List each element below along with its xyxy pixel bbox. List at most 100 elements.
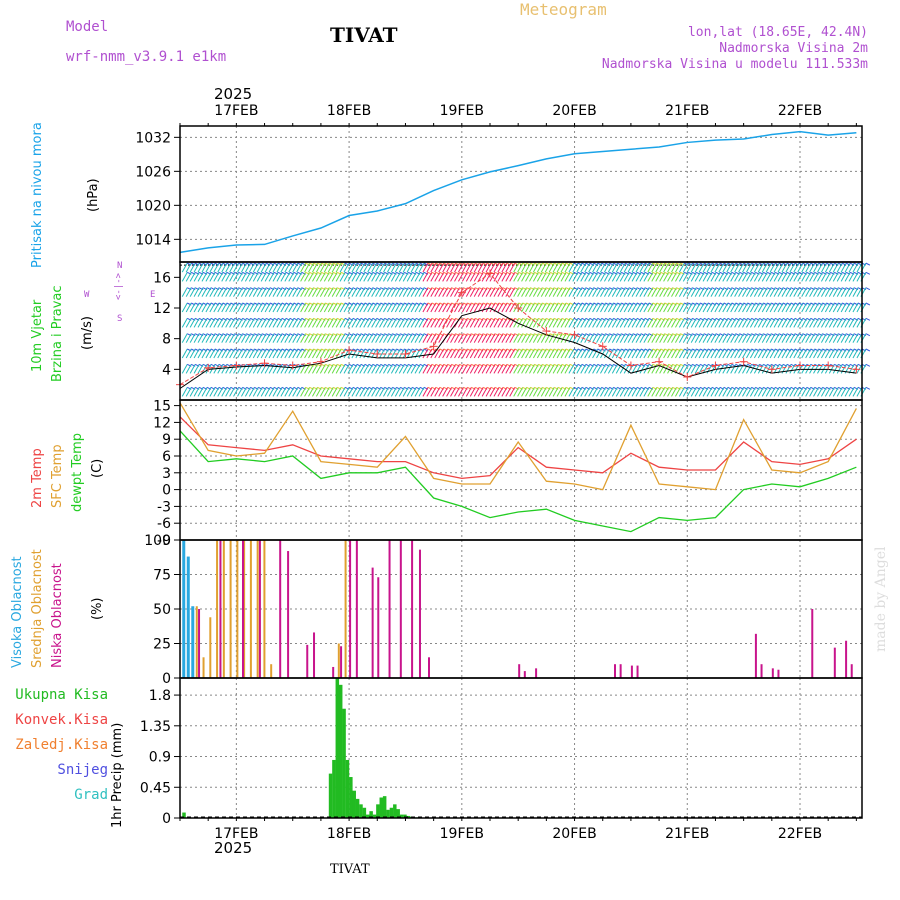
precip-bar xyxy=(335,678,340,818)
wind-barb xyxy=(272,348,279,359)
wind-barb xyxy=(710,262,717,273)
wind-barb xyxy=(359,364,366,374)
wind-barb xyxy=(698,333,705,343)
wind-barb xyxy=(615,387,622,397)
wind-barb xyxy=(509,387,516,397)
wind-barb xyxy=(240,348,247,359)
precip-bar xyxy=(369,811,373,818)
day-label-bottom: 18FEB xyxy=(327,826,371,842)
wind-barb xyxy=(300,348,307,359)
wind-barb xyxy=(260,302,267,313)
wind-barb xyxy=(461,302,468,313)
wind-barb xyxy=(473,333,480,343)
wind-barb xyxy=(351,318,358,328)
wind-barb xyxy=(256,318,263,328)
wind-barb xyxy=(801,318,808,328)
wind-barb xyxy=(552,272,559,282)
wind-barb xyxy=(264,302,271,313)
wind-barb xyxy=(623,272,630,282)
wind-barb xyxy=(438,348,445,359)
wind-barb xyxy=(588,272,595,282)
wind-barb xyxy=(229,318,236,328)
wind-barb xyxy=(663,318,670,328)
wind-barb xyxy=(852,348,859,359)
wind-barb xyxy=(513,348,520,359)
wind-barb xyxy=(639,318,646,328)
year-top: 2025 xyxy=(214,85,253,103)
wind-barb xyxy=(398,387,405,397)
wind-barb xyxy=(454,302,460,313)
wind-barb xyxy=(572,318,579,328)
wind-barb xyxy=(280,333,287,343)
wind-barb xyxy=(509,364,516,374)
precip-bar xyxy=(393,804,397,818)
wind-barb xyxy=(225,333,232,343)
wind-barb xyxy=(659,364,666,374)
wind-barb xyxy=(674,262,681,273)
wind-barb xyxy=(789,302,796,313)
wind-barb xyxy=(552,262,559,273)
wind-barb xyxy=(765,272,772,282)
wind-barb xyxy=(197,272,204,282)
wind-barb xyxy=(355,333,362,343)
wind-barb xyxy=(398,272,405,282)
wind-barb xyxy=(667,287,673,297)
cloud-low-bar xyxy=(287,551,290,678)
wind-barb xyxy=(315,287,322,297)
cloud-low-bar xyxy=(535,668,538,678)
wind-barb xyxy=(718,333,725,343)
cloud-mid-bar xyxy=(209,617,212,678)
wind-barb xyxy=(398,318,405,328)
wind-barb xyxy=(765,333,772,343)
wind-barb xyxy=(734,287,741,297)
wind-barb xyxy=(473,348,480,359)
wind-barb xyxy=(773,262,780,273)
wind-barb-tick xyxy=(865,333,871,337)
wind-barb xyxy=(698,287,705,297)
wind-barb xyxy=(639,387,646,397)
wind-barb xyxy=(706,272,713,282)
wind-barb xyxy=(315,272,322,282)
wind-barb xyxy=(430,387,437,397)
wind-barb xyxy=(659,318,666,328)
wind-barb xyxy=(651,287,658,297)
wind-barb xyxy=(406,302,413,313)
wind-barb xyxy=(548,318,555,328)
wind-barb xyxy=(813,318,819,328)
wind-barb-tick xyxy=(865,262,871,266)
wind-barb xyxy=(256,348,263,359)
wind-barb xyxy=(781,333,788,343)
wind-barb xyxy=(339,287,346,297)
wind-barb xyxy=(596,272,602,282)
wind-barb xyxy=(568,262,575,273)
wind-barb xyxy=(237,333,243,343)
wind-barb xyxy=(457,364,464,374)
wind-barb xyxy=(797,287,804,297)
wind-barb xyxy=(631,272,638,282)
wind-barb xyxy=(820,333,827,343)
wind-barb xyxy=(319,348,326,359)
wind-barb xyxy=(813,272,819,282)
wind-barb xyxy=(824,387,831,397)
wind-barb xyxy=(501,333,508,343)
y-tick-label: 1.35 xyxy=(140,719,171,735)
wind-barb xyxy=(643,348,650,359)
wind-barb xyxy=(560,272,567,282)
wind-barb xyxy=(434,318,441,328)
wind-barb xyxy=(402,262,409,273)
wind-barb xyxy=(742,287,748,297)
wind-barb xyxy=(335,262,342,273)
wind-barb xyxy=(339,318,346,328)
wind-barb xyxy=(663,348,670,359)
wind-barb xyxy=(639,302,646,313)
wind-barb xyxy=(240,364,247,374)
wind-barb xyxy=(584,262,591,273)
wind-barb xyxy=(457,262,464,273)
wind-barb xyxy=(820,348,827,359)
wind-barb xyxy=(461,272,468,282)
wind-barb xyxy=(308,387,314,397)
day-label-top: 18FEB xyxy=(327,103,371,119)
wind-barb xyxy=(560,302,567,313)
cloud-high-bar xyxy=(191,606,195,678)
wind-barb xyxy=(296,333,303,343)
